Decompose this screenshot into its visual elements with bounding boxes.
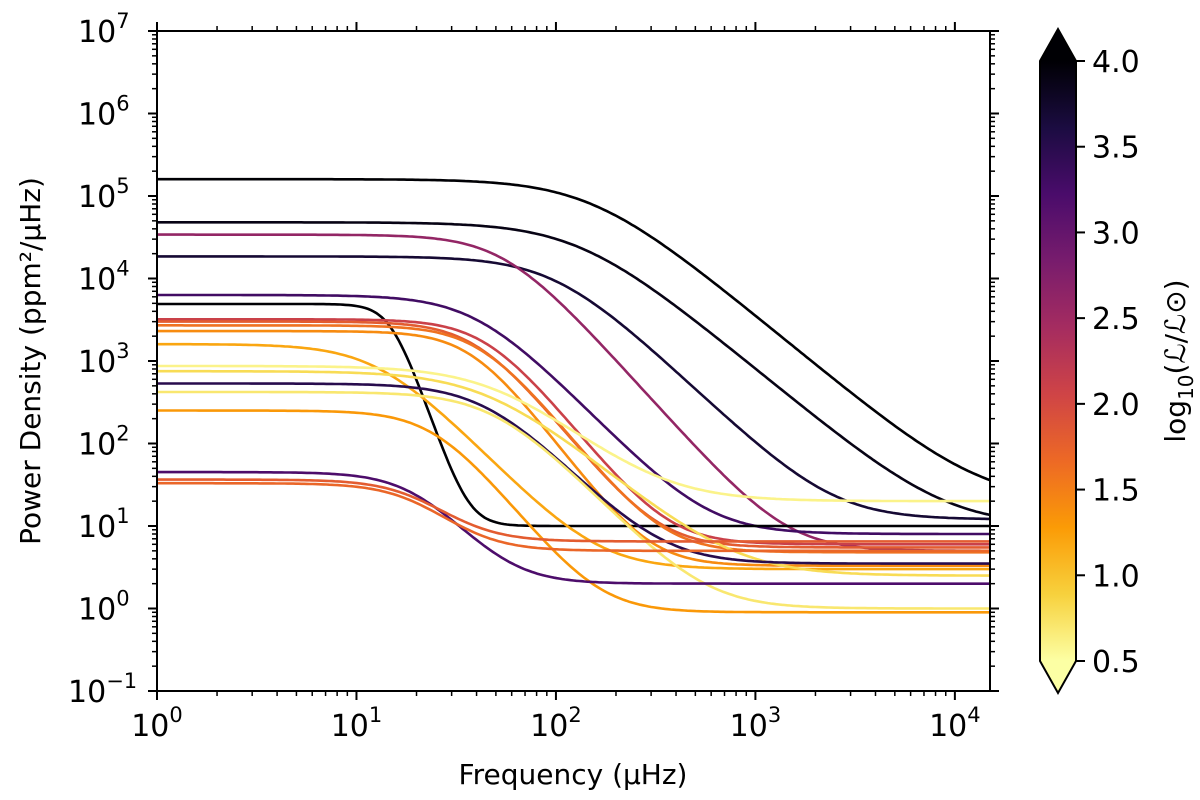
series-line-19 — [157, 481, 990, 553]
colorbar-tick-label: 4.0 — [1092, 45, 1140, 80]
axis-layer: 100 101 102 103 10410−1100101102103104105106… — [68, 9, 999, 744]
series-line-6 — [157, 302, 990, 528]
y-tick-label: 107 — [78, 9, 130, 50]
series-line-18 — [157, 478, 990, 543]
y-tick-label: 102 — [78, 422, 130, 463]
series-line-8 — [157, 320, 990, 549]
x-axis-label: Frequency (μHz) — [459, 758, 688, 791]
x-tick-label: 103 — [730, 703, 782, 744]
y-tick-label-exponent: 4 — [116, 257, 129, 281]
series-line-10 — [157, 329, 990, 568]
colorbar-gradient — [1040, 61, 1076, 661]
series-line-5 — [157, 293, 990, 536]
colorbar-tick-label: 2.5 — [1092, 302, 1140, 337]
colorbar-extend-top — [1040, 29, 1076, 61]
colorbar-tick-label: 0.5 — [1092, 645, 1140, 680]
series-line-14 — [157, 382, 990, 565]
plot-frame — [156, 30, 991, 692]
colorbar-label: log10(ℒ/ℒ⊙) — [1159, 279, 1198, 442]
y-tick-label-exponent: 3 — [116, 339, 129, 363]
x-tick-label-exponent: 4 — [967, 703, 980, 727]
series-line-12 — [157, 364, 990, 503]
y-tick-label: 105 — [78, 174, 130, 215]
y-axis-label: Power Density (ppm²/μHz) — [14, 177, 47, 545]
series-line-17 — [157, 470, 990, 586]
y-tick-label-exponent: −1 — [106, 669, 137, 693]
series-line-16 — [157, 409, 990, 614]
y-tick-label-exponent: 0 — [116, 587, 129, 611]
y-tick-label: 106 — [78, 92, 130, 133]
y-tick-label: 103 — [78, 339, 130, 380]
x-tick-label: 104 — [929, 703, 981, 744]
series-line-13 — [157, 369, 990, 577]
series-line-1 — [157, 177, 990, 482]
colorbar-tick-label: 3.0 — [1092, 216, 1140, 251]
x-tick-label: 101 — [331, 703, 383, 744]
y-tick-label-exponent: 6 — [116, 92, 129, 116]
y-tick-label-exponent: 5 — [116, 174, 129, 198]
colorbar: 0.5 1.0 1.5 2.0 2.5 3.0 3.5 4.0 log10(ℒ/ℒ⊙) — [1039, 26, 1198, 696]
y-tick-label: 10−1 — [68, 669, 137, 710]
x-tick-label-exponent: 0 — [169, 703, 182, 727]
y-tick-label: 101 — [78, 504, 130, 545]
series-line-7 — [157, 317, 990, 546]
x-tick-label-exponent: 3 — [768, 703, 781, 727]
y-tick-label: 104 — [78, 257, 130, 298]
series-line-11 — [157, 342, 990, 571]
y-tick-label: 100 — [78, 587, 130, 628]
y-tick-label-exponent: 1 — [116, 504, 129, 528]
series-line-9 — [157, 323, 990, 554]
x-tick-label-exponent: 2 — [568, 703, 581, 727]
x-tick-label: 100 — [131, 703, 183, 744]
colorbar-tick-label: 3.5 — [1092, 131, 1140, 166]
series-line-15 — [157, 390, 990, 610]
series-line-3 — [157, 255, 990, 521]
colorbar-tick-label: 1.0 — [1092, 559, 1140, 594]
y-tick-label-exponent: 2 — [116, 422, 129, 446]
x-tick-label: 102 — [530, 703, 582, 744]
series-line-2 — [157, 221, 990, 517]
colorbar-tick-label: 2.0 — [1092, 388, 1140, 423]
x-tick-label-exponent: 1 — [369, 703, 382, 727]
colorbar-tick-label: 1.5 — [1092, 474, 1140, 509]
y-tick-label-exponent: 7 — [116, 9, 129, 33]
series-layer — [157, 177, 990, 614]
colorbar-extend-bottom — [1040, 661, 1076, 693]
